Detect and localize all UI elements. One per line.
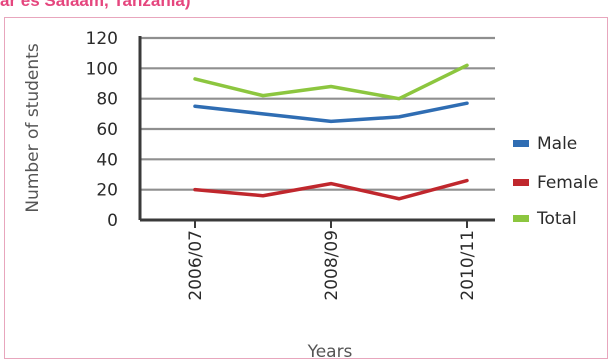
- y-tick-label: 80: [96, 90, 118, 110]
- y-axis-label: Number of students: [23, 43, 43, 212]
- y-tick-label: 40: [96, 150, 118, 170]
- series-line-male: [193, 101, 469, 124]
- chart-title: ar es Salaam, Tanzania): [0, 0, 191, 10]
- grid-lines: [138, 36, 495, 222]
- series-lines: [193, 63, 469, 201]
- y-tick-label: 120: [86, 29, 118, 49]
- legend-swatch-total: [513, 215, 529, 222]
- legend: Male Female Total: [513, 134, 598, 229]
- legend-swatch-male: [513, 140, 529, 147]
- y-tick-label: 0: [107, 211, 118, 231]
- series-line-total: [193, 63, 469, 101]
- y-tick-label: 100: [86, 59, 118, 79]
- series-line-female: [193, 178, 469, 201]
- legend-swatch-female: [513, 179, 529, 186]
- x-tick-label: 2008/09: [322, 230, 342, 301]
- legend-label-total: Total: [536, 209, 577, 229]
- legend-label-female: Female: [537, 173, 598, 193]
- y-axis-ticks: 0 20 40 60 80 100 120: [86, 29, 118, 231]
- y-tick-label: 60: [96, 120, 118, 140]
- y-tick-label: 20: [96, 181, 118, 201]
- x-axis-label: Years: [307, 342, 353, 362]
- x-tick-label: 2006/07: [186, 230, 206, 301]
- x-axis-ticks: 2006/07 2008/09 2010/11: [186, 220, 478, 301]
- legend-label-male: Male: [537, 134, 577, 154]
- x-tick-label: 2010/11: [458, 230, 478, 301]
- chart-frame: [4, 17, 608, 359]
